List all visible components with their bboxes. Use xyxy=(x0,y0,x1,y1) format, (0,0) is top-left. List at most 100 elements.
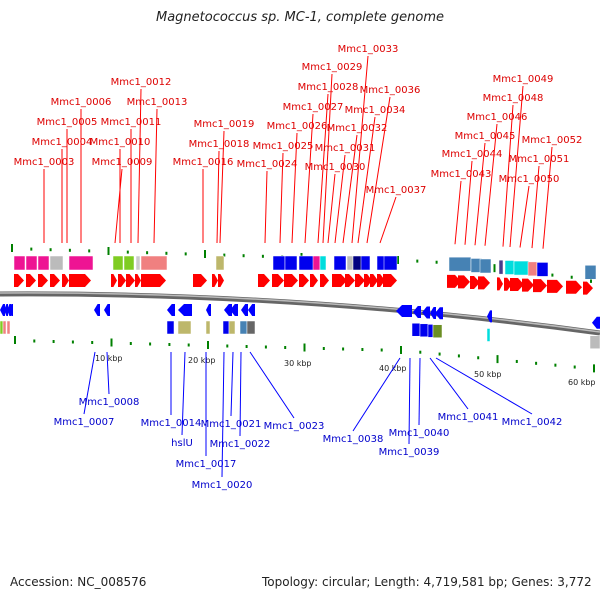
forward-gene-label: Mmc1_0046 xyxy=(467,112,528,123)
tick-mark xyxy=(261,254,264,258)
reverse-label-line xyxy=(239,351,242,437)
forward-label-line xyxy=(474,142,486,246)
forward-gene-arrow xyxy=(583,281,593,295)
reverse-cog-box xyxy=(246,320,256,335)
reverse-cog-box xyxy=(486,328,491,342)
forward-gene-arrow xyxy=(345,274,355,287)
forward-cog-box xyxy=(504,260,515,275)
tick-mark xyxy=(207,341,209,349)
forward-cog-box xyxy=(298,255,315,271)
scale-label: 10 kbp xyxy=(95,354,123,363)
forward-gene-label: Mmc1_0052 xyxy=(522,135,583,146)
tick-mark xyxy=(457,354,460,358)
reverse-gene-label: Mmc1_0021 xyxy=(201,419,262,430)
forward-cog-box xyxy=(383,255,398,271)
forward-gene-arrow xyxy=(355,274,365,287)
forward-label-line xyxy=(454,180,462,245)
forward-label-line xyxy=(327,173,336,244)
reverse-label-line xyxy=(429,357,469,410)
tick-mark xyxy=(149,342,152,346)
tick-mark xyxy=(380,348,383,352)
forward-cog-box xyxy=(479,258,492,274)
tick-mark xyxy=(322,347,325,350)
forward-gene-arrow xyxy=(118,274,126,287)
forward-gene-arrow xyxy=(38,274,48,287)
reverse-label-line xyxy=(221,351,225,478)
forward-label-line xyxy=(357,116,376,244)
forward-gene-label: Mmc1_0030 xyxy=(305,162,366,173)
forward-label-line xyxy=(279,152,284,244)
forward-gene-arrow xyxy=(26,274,36,287)
forward-label-line xyxy=(114,168,123,244)
forward-gene-label: Mmc1_0045 xyxy=(455,131,516,142)
forward-gene-label: Mmc1_0029 xyxy=(302,62,363,73)
forward-gene-label: Mmc1_0024 xyxy=(237,159,298,170)
forward-gene-label: Mmc1_0034 xyxy=(345,105,406,116)
tick-mark xyxy=(68,248,71,252)
forward-label-line xyxy=(342,134,358,244)
forward-cog-box xyxy=(448,256,472,272)
reverse-gene-arrow xyxy=(241,304,248,316)
forward-label-line xyxy=(216,150,220,244)
forward-gene-arrow xyxy=(141,274,166,287)
reverse-label-line xyxy=(106,351,110,395)
reverse-gene-label: hslU xyxy=(171,438,193,449)
tick-mark xyxy=(30,247,33,251)
accession: Accession: NC_008576 xyxy=(10,575,147,589)
tick-mark xyxy=(400,346,402,354)
forward-gene-arrow xyxy=(504,277,512,291)
forward-gene-label: Mmc1_0011 xyxy=(101,117,162,128)
tick-mark xyxy=(419,350,422,354)
reverse-gene-label: Mmc1_0041 xyxy=(438,412,499,423)
tick-mark xyxy=(515,359,518,363)
forward-cog-box xyxy=(312,255,321,271)
forward-label-line xyxy=(322,73,333,244)
reverse-gene-arrow xyxy=(4,304,8,316)
forward-label-line xyxy=(484,123,498,246)
reverse-gene-label: Mmc1_0020 xyxy=(192,480,253,491)
forward-cog-box xyxy=(140,255,168,271)
forward-cog-box xyxy=(272,255,286,271)
forward-cog-box xyxy=(135,255,141,271)
forward-cog-box xyxy=(333,255,347,271)
forward-gene-label: Mmc1_0010 xyxy=(90,137,151,148)
forward-cog-box xyxy=(68,255,94,271)
reverse-cog-box xyxy=(427,324,434,338)
forward-gene-label: Mmc1_0033 xyxy=(338,44,399,55)
reverse-gene-arrow xyxy=(487,310,492,323)
scale-label: 50 kbp xyxy=(474,370,502,379)
scale-label: 60 kbp xyxy=(568,378,596,387)
forward-gene-label: Mmc1_0044 xyxy=(442,149,503,160)
tick-mark xyxy=(551,273,554,277)
genome-backbone xyxy=(0,291,600,336)
tick-mark xyxy=(165,251,168,255)
genome-backbone-highlight xyxy=(0,292,600,333)
forward-label-line xyxy=(464,160,473,245)
forward-gene-label: Mmc1_0018 xyxy=(189,139,250,150)
reverse-gene-arrow xyxy=(248,304,255,316)
reverse-gene-label: Mmc1_0039 xyxy=(379,447,440,458)
reverse-gene-arrow xyxy=(224,304,232,316)
reverse-gene-label: Mmc1_0022 xyxy=(210,439,271,450)
forward-gene-label: Mmc1_0016 xyxy=(173,157,234,168)
forward-gene-arrow xyxy=(272,274,284,287)
forward-cog-box xyxy=(498,259,504,275)
forward-gene-arrow xyxy=(218,274,224,287)
tick-mark xyxy=(184,252,187,256)
forward-gene-arrow xyxy=(377,274,385,287)
forward-gene-arrow xyxy=(310,274,318,287)
forward-gene-arrow xyxy=(14,274,24,287)
forward-gene-label: Mmc1_0037 xyxy=(366,185,427,196)
forward-cog-box xyxy=(360,255,371,271)
forward-gene-label: Mmc1_0019 xyxy=(194,119,255,130)
tick-mark xyxy=(245,345,248,348)
forward-label-line xyxy=(531,165,540,249)
forward-gene-arrow xyxy=(533,279,547,293)
forward-gene-label: Mmc1_0003 xyxy=(14,157,75,168)
forward-gene-arrow xyxy=(258,274,270,287)
forward-gene-arrow xyxy=(135,274,141,287)
reverse-gene-label: Mmc1_0007 xyxy=(54,417,115,428)
forward-cog-box xyxy=(13,255,26,271)
reverse-cog-box xyxy=(228,320,236,335)
